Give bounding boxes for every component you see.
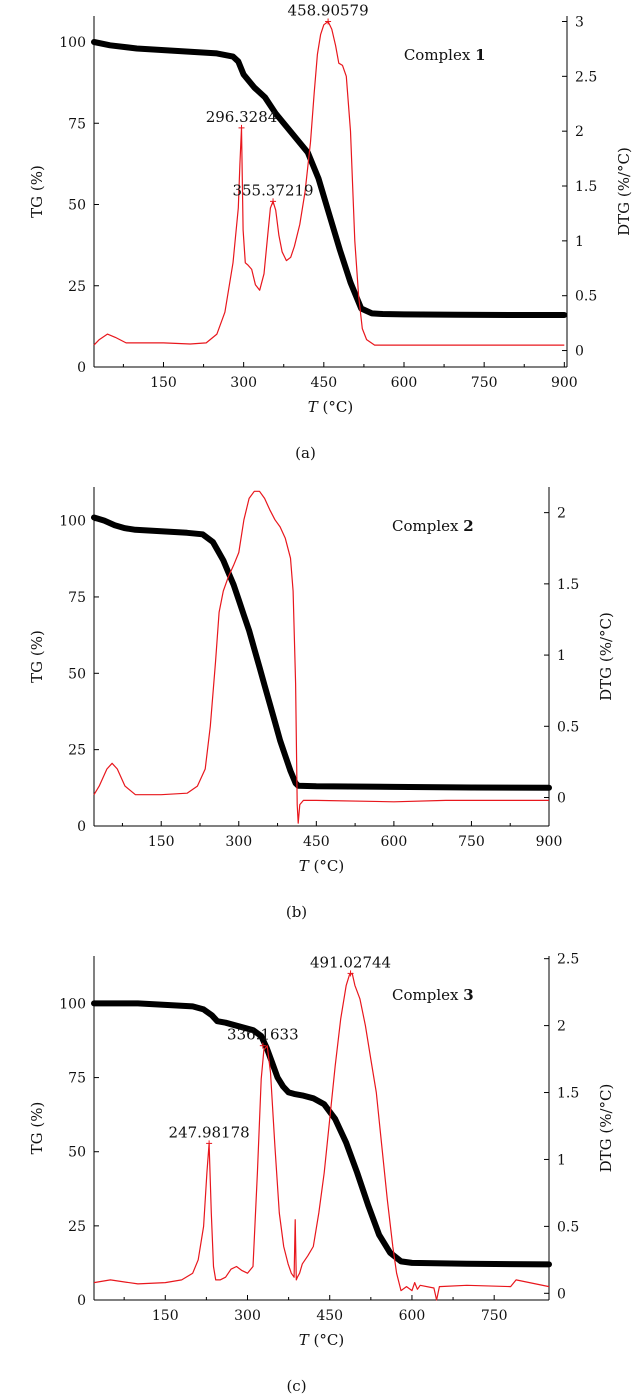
y-left-tick-label: 100	[59, 514, 86, 530]
y-left-tick-label: 50	[68, 1145, 86, 1161]
dtg-curve	[93, 972, 550, 1301]
x-axis-title-symbol: T	[299, 857, 310, 875]
y-left-tick-label: 50	[68, 198, 86, 214]
y-left-tick-label: 75	[68, 116, 86, 132]
y-right-tick-label: 2	[575, 124, 584, 140]
complex-annotation-text: Complex	[392, 517, 463, 535]
x-tick-label: 450	[316, 1308, 343, 1324]
y-left-tick-label: 0	[77, 819, 86, 835]
y-left-tick-label: 75	[68, 590, 86, 606]
y-right-tick-label: 0	[557, 1286, 566, 1302]
peak-label: 491.02744	[310, 953, 391, 971]
y-left-tick-label: 25	[68, 279, 86, 295]
peak-label: 247.98178	[169, 1123, 250, 1141]
x-tick-label: 150	[150, 375, 177, 391]
y-left-tick-label: 25	[68, 1219, 86, 1235]
y-right-tick-label: 1	[575, 234, 584, 250]
y-right-tick-label: 0	[575, 344, 584, 360]
complex-annotation: Complex 1	[404, 46, 486, 64]
y-right-tick-label: 1	[557, 648, 566, 664]
x-axis-title: T (°C)	[308, 398, 353, 416]
x-tick-label: 450	[310, 375, 337, 391]
y-left-axis-title: TG (%)	[28, 1102, 46, 1155]
x-axis-title-unit: (°C)	[309, 857, 344, 875]
dtg-curve	[93, 490, 549, 824]
x-tick-label: 450	[303, 834, 330, 850]
y-right-tick-label: 2	[557, 506, 566, 522]
x-axis-title: T (°C)	[299, 1331, 344, 1349]
y-right-axis-title: DTG (%/°C)	[597, 612, 615, 701]
y-right-tick-label: 2.5	[575, 69, 597, 85]
x-tick-label: 600	[399, 1308, 426, 1324]
tg-curve	[91, 39, 568, 318]
chart-panel-c: 150 300 450 600 750 0 25 50 75 100 0 0.5 1 1.5 2 2.5 TG …	[28, 952, 615, 1395]
x-tick-label: 150	[152, 1308, 179, 1324]
x-axis-title-symbol: T	[299, 1331, 310, 1349]
chart-panel-b: 150 300 450 600 750 900 0 25 50 75 100 0 0.5 1 1.5 2 TG …	[28, 487, 615, 921]
peak-label: 355.37219	[232, 181, 313, 199]
panel-label: (c)	[286, 1377, 306, 1395]
y-left-axis-title: TG (%)	[28, 630, 46, 683]
panel-label: (b)	[286, 903, 307, 921]
x-tick-label: 150	[148, 834, 175, 850]
x-tick-label: 300	[230, 375, 257, 391]
complex-annotation: Complex 2	[392, 517, 474, 535]
complex-annotation-text: Complex	[404, 46, 475, 64]
y-left-tick-label: 100	[59, 35, 86, 51]
y-right-tick-label: 3	[575, 14, 584, 30]
dtg-curve	[93, 20, 565, 346]
y-left-axis-title: TG (%)	[28, 165, 46, 218]
x-tick-label: 750	[458, 834, 485, 850]
complex-annotation-text: Complex	[392, 986, 463, 1004]
y-right-tick-label: 0.5	[557, 1219, 579, 1235]
x-tick-label: 300	[234, 1308, 261, 1324]
peak-label: 458.90579	[288, 1, 369, 19]
x-tick-label: 750	[471, 375, 498, 391]
x-axis-title-symbol: T	[308, 398, 319, 416]
complex-annotation-number: 3	[463, 986, 473, 1004]
y-left-tick-label: 100	[59, 996, 86, 1012]
y-right-tick-label: 0.5	[575, 289, 597, 305]
y-right-tick-label: 2.5	[557, 952, 579, 968]
y-left-tick-label: 0	[77, 360, 86, 376]
tg-curve	[91, 1000, 552, 1268]
y-right-tick-label: 1.5	[557, 1086, 579, 1102]
panel-label: (a)	[295, 444, 316, 462]
peak-label: 296.3284	[206, 108, 278, 126]
x-axis-title-unit: (°C)	[309, 1331, 344, 1349]
y-right-tick-label: 1.5	[557, 577, 579, 593]
x-tick-label: 750	[481, 1308, 508, 1324]
x-axis-title-unit: (°C)	[318, 398, 353, 416]
x-tick-label: 900	[536, 834, 563, 850]
y-right-axis-title: DTG (%/°C)	[615, 147, 633, 236]
y-left-tick-label: 75	[68, 1071, 86, 1087]
y-left-tick-label: 50	[68, 666, 86, 682]
peak-label: 336.1633	[227, 1026, 299, 1044]
chart-panel-a: 150 300 450 600 750 900 0 25 50 75 100 0 0.5 1 1.5 2 2.5…	[28, 1, 633, 462]
y-right-axis-title: DTG (%/°C)	[597, 1084, 615, 1173]
y-right-tick-label: 1	[557, 1152, 566, 1168]
y-right-tick-label: 1.5	[575, 179, 597, 195]
x-tick-label: 300	[225, 834, 252, 850]
x-tick-label: 600	[391, 375, 418, 391]
y-right-tick-label: 2	[557, 1019, 566, 1035]
y-right-tick-label: 0	[557, 791, 566, 807]
y-right-tick-label: 0.5	[557, 719, 579, 735]
complex-annotation-number: 2	[463, 517, 473, 535]
x-tick-label: 900	[551, 375, 578, 391]
x-axis-title: T (°C)	[299, 857, 344, 875]
x-tick-label: 600	[381, 834, 408, 850]
complex-annotation-number: 1	[475, 46, 485, 64]
tg-curve	[91, 514, 552, 791]
y-left-tick-label: 0	[77, 1293, 86, 1309]
y-left-tick-label: 25	[68, 743, 86, 759]
complex-annotation: Complex 3	[392, 986, 474, 1004]
